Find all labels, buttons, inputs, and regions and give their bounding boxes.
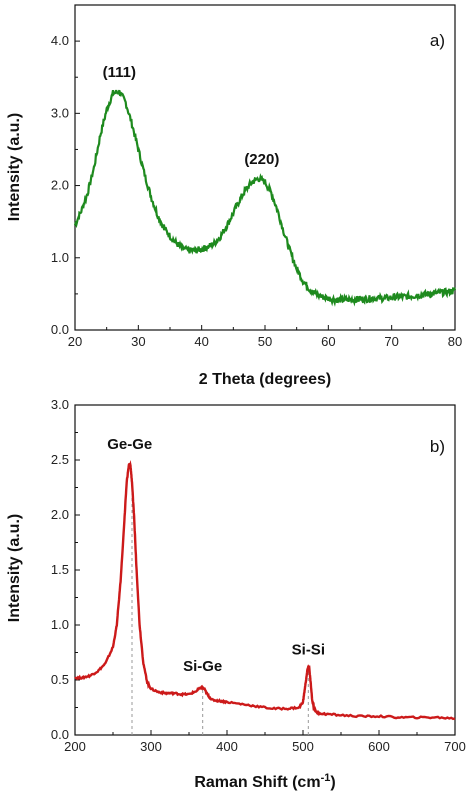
y-tick-label: 0.5 <box>51 672 69 687</box>
peak-annotation: Si-Si <box>292 642 325 659</box>
y-tick-label: 3.0 <box>51 397 69 412</box>
x-tick-label: 600 <box>368 739 390 754</box>
y-tick-label: 0.0 <box>51 727 69 742</box>
panel-a-x-ticks: 20 30 40 50 60 70 80 <box>68 325 462 349</box>
panel-b-annotations: Ge-Ge Si-Ge Si-Si <box>107 436 325 675</box>
peak-annotation: (220) <box>244 151 279 168</box>
x-tick-label: 500 <box>292 739 314 754</box>
x-tick-label: 300 <box>140 739 162 754</box>
y-tick-label: 2.0 <box>51 507 69 522</box>
panel-a-series-line <box>73 89 457 307</box>
x-tick-label: 70 <box>384 334 398 349</box>
panel-a-letter: a) <box>430 31 445 50</box>
x-tick-label: 700 <box>444 739 466 754</box>
y-tick-label: 1.5 <box>51 562 69 577</box>
panel-b-y-ticks: 0.0 0.5 1.0 1.5 2.0 2.5 3.0 <box>51 397 80 742</box>
panel-a-y-ticks: 0.0 1.0 2.0 3.0 4.0 <box>51 33 80 337</box>
x-tick-label: 40 <box>194 334 208 349</box>
panel-b-x-ticks: 200 300 400 500 600 700 <box>64 730 466 754</box>
peak-annotation: Si-Ge <box>183 658 222 675</box>
panel-a-y-axis-title: Intensity (a.u.) <box>6 113 23 221</box>
panel-b-x-axis-title-main: Raman Shift (cm <box>194 774 320 791</box>
peak-annotation: (111) <box>103 64 136 81</box>
peak-annotation: Ge-Ge <box>107 436 152 453</box>
panel-b-y-axis-title: Intensity (a.u.) <box>6 514 23 622</box>
x-tick-label: 400 <box>216 739 238 754</box>
x-tick-label: 200 <box>64 739 86 754</box>
x-tick-label: 30 <box>131 334 145 349</box>
y-tick-label: 3.0 <box>51 105 69 120</box>
x-tick-label: 20 <box>68 334 82 349</box>
y-tick-label: 4.0 <box>51 33 69 48</box>
x-tick-label: 50 <box>258 334 272 349</box>
panel-b-x-axis-title: Raman Shift (cm-1) <box>194 772 335 791</box>
panel-b-x-axis-title-end: ) <box>330 774 335 791</box>
panel-a-annotations: (111) (220) <box>103 64 280 168</box>
panel-b-x-axis-title-sup: -1 <box>321 772 331 784</box>
y-tick-label: 2.5 <box>51 452 69 467</box>
panel-b-series-line <box>74 460 456 721</box>
panel-a-x-axis-title: 2 Theta (degrees) <box>199 371 331 388</box>
panel-b-letter: b) <box>430 437 445 456</box>
panel-b-raman-chart: 200 300 400 500 600 700 0.0 0.5 1.0 1.5 2.0 2.5 3.0… <box>6 397 466 791</box>
y-tick-label: 0.0 <box>51 322 69 337</box>
panel-b-reference-lines <box>131 482 309 735</box>
x-tick-label: 60 <box>321 334 335 349</box>
panel-a-xrd-chart: 20 30 40 50 60 70 80 0.0 1.0 2.0 3.0 4.0 (111) (220… <box>6 4 462 388</box>
y-tick-label: 1.0 <box>51 250 69 265</box>
y-tick-label: 2.0 <box>51 178 69 193</box>
x-tick-label: 80 <box>448 334 462 349</box>
y-tick-label: 1.0 <box>51 617 69 632</box>
